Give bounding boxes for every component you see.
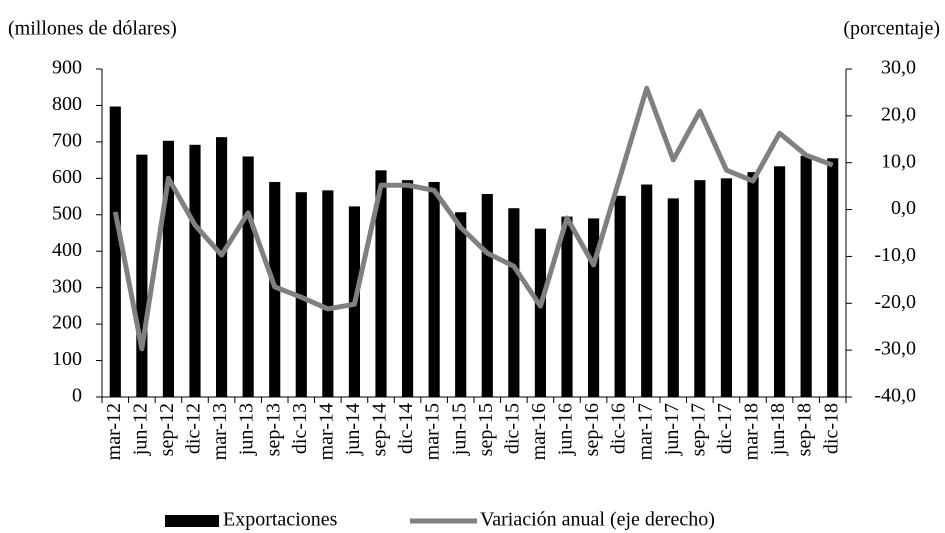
bar (773, 166, 786, 397)
x-tick-label: jun-13 (236, 403, 258, 456)
bar (162, 140, 175, 397)
x-tick-label: jun-18 (767, 403, 789, 456)
x-tick-label: jun-16 (555, 403, 577, 456)
y2-tick-label: 0,0 (891, 197, 916, 219)
bar (534, 228, 547, 397)
legend-label: Exportaciones (223, 509, 338, 531)
bar (401, 180, 414, 397)
y2-tick-label: 30,0 (881, 57, 916, 79)
y-tick-label: 600 (52, 166, 82, 188)
x-tick-label: sep-18 (794, 403, 816, 456)
x-tick-label: dic-12 (183, 403, 205, 454)
bar (428, 181, 440, 397)
bar (215, 137, 228, 397)
y2-tick-label: 20,0 (881, 103, 916, 125)
y2-tick-label: -20,0 (874, 291, 916, 313)
x-tick-label: sep-15 (475, 403, 497, 456)
bar (800, 155, 812, 397)
x-tick-label: sep-13 (262, 403, 284, 456)
y-tick-label: 800 (52, 93, 82, 115)
x-tick-label: dic-15 (501, 403, 523, 454)
x-tick-label: sep-17 (687, 403, 709, 456)
x-tick-label: dic-18 (820, 403, 842, 454)
x-tick-label: sep-16 (581, 403, 603, 456)
bar (375, 170, 387, 397)
x-tick-label: mar-17 (634, 403, 656, 460)
x-tick-label: mar-16 (528, 403, 550, 460)
bar (242, 156, 254, 397)
y2-tick-label: -40,0 (874, 385, 916, 407)
x-tick-label: mar-12 (103, 403, 125, 460)
line (112, 85, 834, 352)
bar (322, 190, 334, 397)
x-tick-label: mar-13 (209, 403, 231, 460)
x-tick-label: dic-13 (289, 403, 311, 454)
bar (508, 208, 520, 397)
x-tick-label: sep-14 (369, 403, 391, 456)
y2-tick-label: -30,0 (874, 338, 916, 360)
bar (189, 144, 201, 397)
x-tick-label: jun-17 (661, 403, 683, 456)
y-tick-label: 900 (52, 57, 82, 79)
bar (694, 180, 706, 397)
y-tick-label: 400 (52, 239, 82, 261)
x-tick-label: mar-18 (741, 403, 763, 460)
x-tick-label: dic-14 (395, 403, 417, 454)
x-tick-label: jun-15 (448, 403, 470, 456)
bar (747, 172, 759, 397)
bar (481, 194, 493, 397)
x-tick-label: mar-15 (422, 403, 444, 460)
bar (136, 154, 148, 397)
bar (720, 178, 733, 397)
bar (587, 218, 600, 397)
bar (827, 158, 839, 397)
legend-label: Variación anual (eje derecho) (480, 509, 715, 531)
y2-tick-label: 10,0 (881, 150, 916, 172)
x-tick-label: mar-14 (315, 403, 337, 460)
y-axis-unit: (millones de dólares) (8, 18, 177, 40)
y-tick-label: 500 (52, 202, 82, 224)
x-tick-label: sep-12 (156, 403, 178, 456)
y-tick-label: 100 (52, 348, 82, 370)
y-tick-label: 0 (72, 385, 82, 407)
y2-tick-label: -10,0 (874, 244, 916, 266)
bar (455, 212, 467, 397)
bar (561, 216, 573, 397)
bar (667, 198, 679, 397)
bar (614, 195, 626, 397)
y-tick-label: 300 (52, 275, 82, 297)
y-tick-label: 200 (52, 312, 82, 334)
bar (641, 184, 653, 397)
x-tick-label: dic-16 (608, 403, 630, 454)
x-tick-label: jun-14 (342, 403, 364, 456)
y-tick-label: 700 (52, 129, 82, 151)
bar (109, 106, 121, 397)
x-tick-label: jun-12 (129, 403, 151, 456)
legend-swatch (165, 515, 219, 527)
y2-axis-unit: (porcentaje) (843, 18, 940, 40)
x-tick-label: dic-17 (714, 403, 736, 454)
